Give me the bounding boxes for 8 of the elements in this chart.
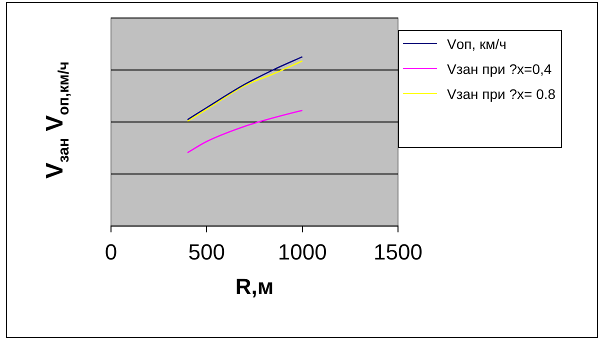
legend-label: Vоп, км/ч bbox=[447, 35, 506, 54]
x-tick-label: 0 bbox=[104, 239, 118, 264]
legend-label: Vзан при ?x= 0.8 bbox=[447, 85, 556, 104]
legend-label: Vзан при ?x=0,4 bbox=[447, 60, 552, 79]
x-tick-label: 1500 bbox=[374, 239, 422, 264]
x-tick-label: 500 bbox=[188, 239, 226, 264]
x-axis-title: R,м bbox=[235, 274, 274, 299]
x-tick-label: 1000 bbox=[278, 239, 327, 264]
